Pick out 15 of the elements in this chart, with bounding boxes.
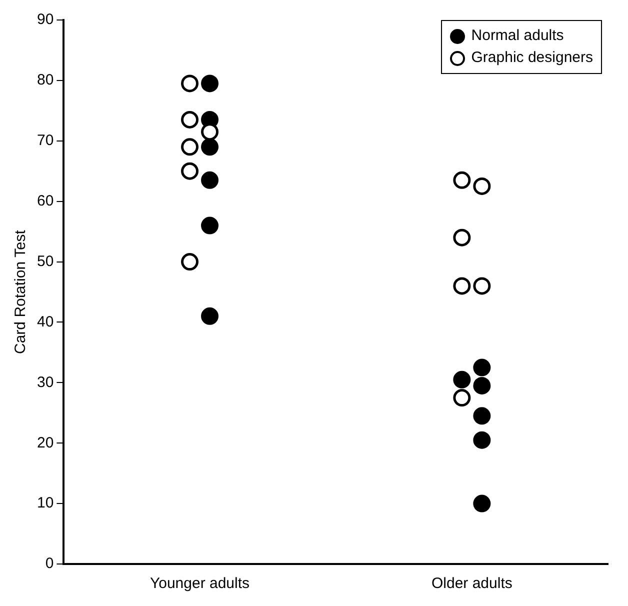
y-tick-label: 20: [36, 434, 54, 452]
y-tick-label: 80: [36, 72, 54, 89]
y-tick-label: 70: [36, 132, 54, 150]
y-tick-label: 60: [36, 192, 54, 210]
legend-label: Normal adults: [471, 26, 564, 46]
y-tick-label: 10: [36, 494, 54, 512]
y-tick-label: 40: [36, 313, 54, 330]
y-tick-label: 90: [36, 11, 54, 28]
x-tick-label: Older adults: [431, 575, 512, 592]
y-axis-title: Card Rotation Test: [12, 229, 30, 354]
y-tick-label: 50: [36, 252, 54, 270]
legend-label: Graphic designers: [471, 48, 593, 68]
y-tick-label: 0: [45, 555, 54, 572]
x-tick-label: Younger adults: [150, 575, 250, 592]
y-tick-label: 30: [36, 374, 54, 391]
